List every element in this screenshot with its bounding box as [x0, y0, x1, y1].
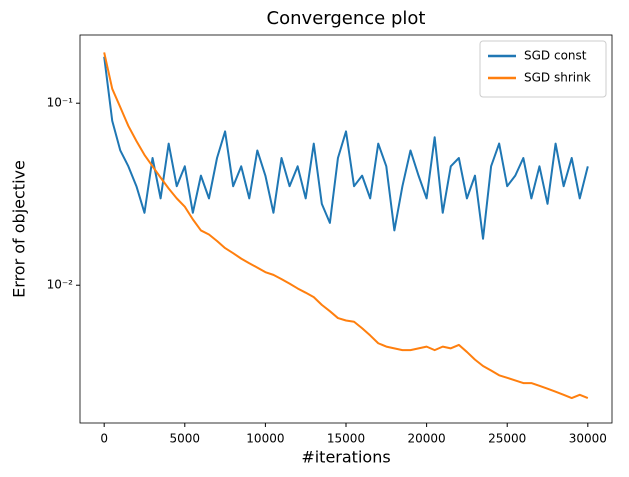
legend-label: SGD shrink [524, 71, 591, 85]
y-tick-label: 10⁻¹ [47, 96, 74, 110]
plot-area [103, 52, 589, 400]
series-line [103, 52, 589, 400]
y-tick-label: 10⁻² [47, 278, 74, 292]
legend-label: SGD const [524, 49, 587, 63]
x-tick-label: 20000 [408, 432, 446, 446]
series-line [103, 56, 589, 240]
x-tick-label: 15000 [327, 432, 365, 446]
x-axis-label: #iterations [301, 448, 390, 467]
x-tick-label: 30000 [569, 432, 607, 446]
chart-title: Convergence plot [267, 8, 426, 29]
x-tick-label: 10000 [246, 432, 284, 446]
x-tick-label: 0 [100, 432, 108, 446]
y-axis-label: Error of objective [10, 160, 29, 298]
x-tick-label: 5000 [170, 432, 201, 446]
plot-frame [79, 34, 613, 424]
x-tick-label: 25000 [488, 432, 526, 446]
